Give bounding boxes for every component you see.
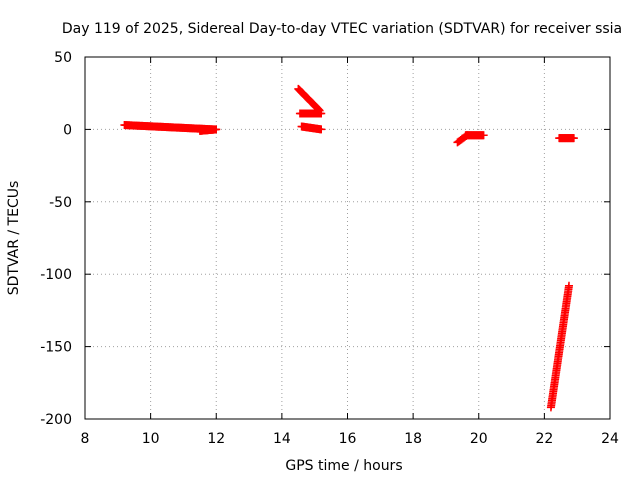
data-points	[120, 84, 578, 412]
data-point	[479, 131, 488, 140]
data-point	[317, 109, 326, 118]
data-point	[569, 134, 578, 143]
x-tick-label: 18	[404, 431, 422, 447]
data-point	[212, 125, 221, 134]
chart-title: Day 119 of 2025, Sidereal Day-to-day VTE…	[62, 21, 622, 37]
y-tick-label: -150	[40, 340, 72, 356]
x-tick-label: 12	[207, 431, 225, 447]
y-tick-label: 50	[54, 50, 72, 66]
y-tick-label: -200	[40, 412, 72, 428]
x-tick-label: 10	[142, 431, 160, 447]
x-tick-label: 16	[339, 431, 357, 447]
x-tick-label: 8	[81, 431, 90, 447]
x-tick-label: 20	[470, 431, 488, 447]
y-tick-label: -100	[40, 267, 72, 283]
x-tick-label: 14	[273, 431, 291, 447]
x-axis-label: GPS time / hours	[285, 458, 402, 474]
data-point	[317, 125, 326, 134]
axis-ticks: 8 10 12 14 16 18 20 22 24 50 0 -50 -100 -150 -200	[40, 50, 619, 447]
y-axis-label: SDTVAR / TECUs	[6, 181, 22, 296]
x-tick-label: 24	[601, 431, 619, 447]
x-tick-label: 22	[535, 431, 553, 447]
grid	[85, 57, 610, 419]
y-tick-label: -50	[49, 195, 72, 211]
y-tick-label: 0	[63, 122, 72, 138]
data-point	[564, 281, 573, 290]
